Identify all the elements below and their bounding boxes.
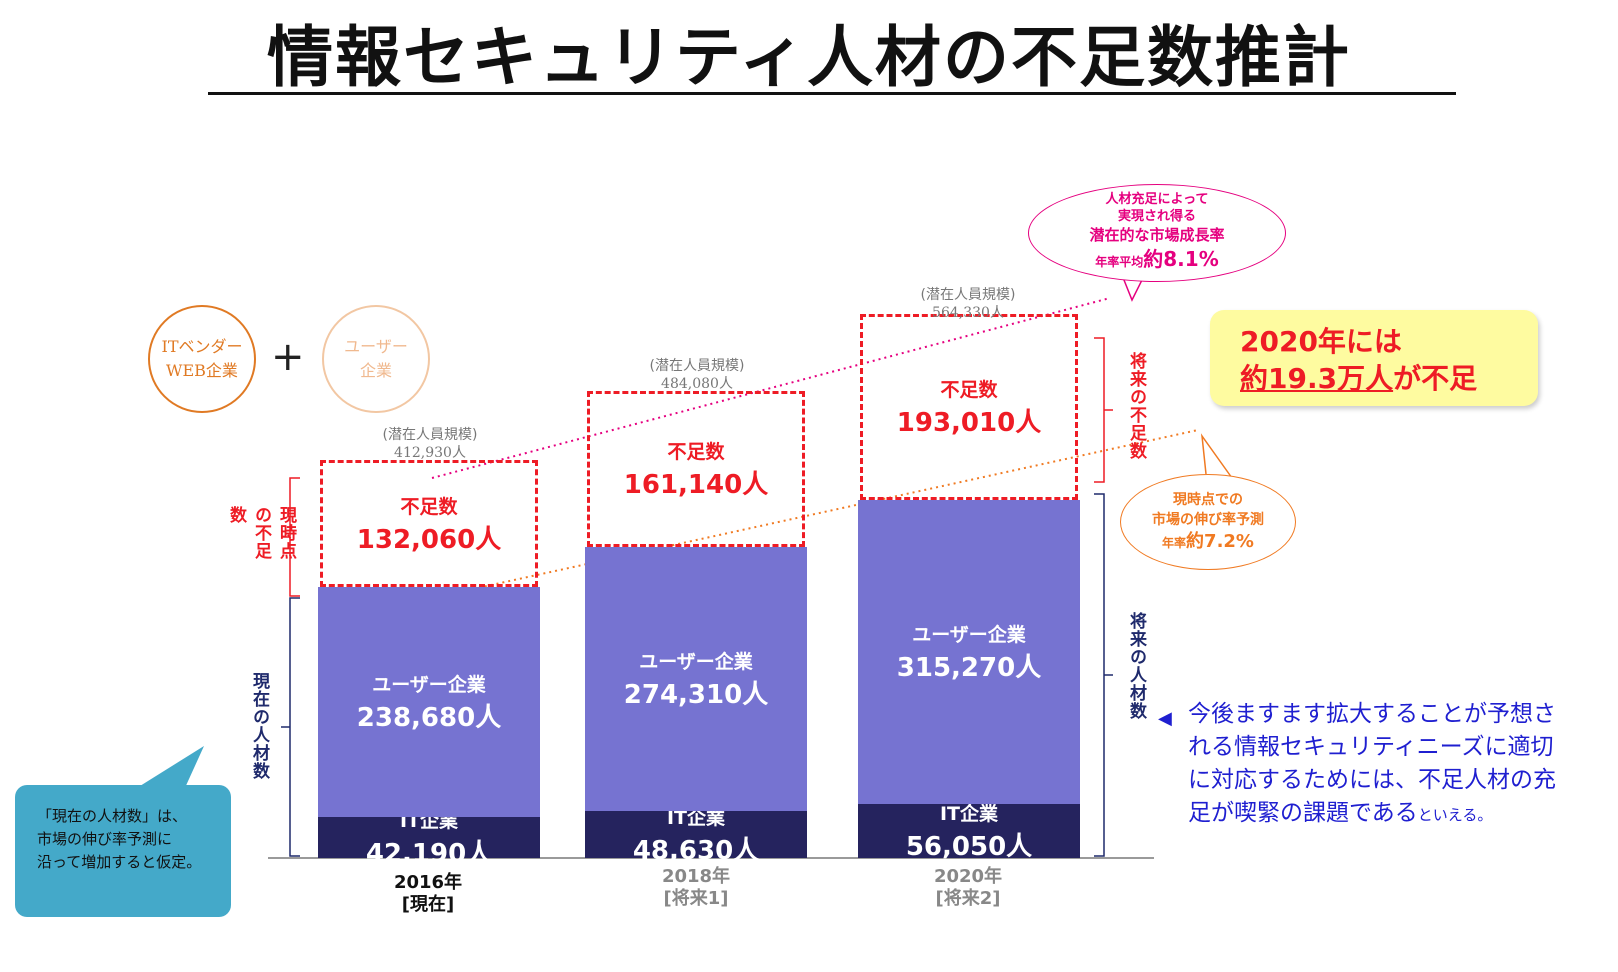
pink-bubble-small: 年率平均 xyxy=(1095,255,1144,269)
future-shortage-label: 将来の不足数 xyxy=(1126,352,1146,460)
bar-shortage-0: 不足数 132,060人 xyxy=(320,459,538,588)
potential-title: (潜在人員規模) xyxy=(920,287,1016,303)
bar-value-label: 238,680人 xyxy=(356,703,502,734)
bar-shortage-1: 不足数 161,140人 xyxy=(587,391,805,547)
potential-value: 564,330人 xyxy=(932,305,1004,321)
orange-bubble-line2: 市場の伸び率予測 xyxy=(1152,511,1264,528)
bar-value-label: 193,010人 xyxy=(896,408,1042,438)
assumption-line1: 「現在の人材数」は、 xyxy=(37,807,188,825)
plus-sign: + xyxy=(271,334,305,380)
callout-line2: 約19.3万人が不足 xyxy=(1240,357,1477,397)
current-talent-label: 現在の人材数 xyxy=(249,672,269,780)
user-company-circle: ユーザー 企業 xyxy=(322,305,430,413)
pink-bubble-line3: 潜在的な市場成長率 xyxy=(1089,226,1225,244)
potential-title: (潜在人員規模) xyxy=(649,358,745,374)
bar-segment-label: IT企業 xyxy=(939,802,999,825)
assumption-line2: 市場の伸び率予測に xyxy=(37,830,173,848)
bar-segment-label: IT企業 xyxy=(666,806,726,829)
conclusion-tail: といえる。 xyxy=(1417,806,1493,824)
bar-segment-label: 不足数 xyxy=(400,495,458,518)
orange-bubble-line1: 現時点での xyxy=(1173,491,1243,508)
teal-bubble-tail xyxy=(140,746,204,790)
potential-label-2020: (潜在人員規模) 564,330人 xyxy=(888,286,1048,322)
bar-value-label: 48,630人 xyxy=(632,835,760,866)
bar-segment-label: ユーザー企業 xyxy=(372,674,486,697)
x-tick-sub: [将来2] xyxy=(935,888,1001,909)
potential-label-2016: (潜在人員規模) 412,930人 xyxy=(350,426,510,462)
current-talent-bracket xyxy=(289,597,300,857)
pink-bubble-line4: 年率平均約8.1% xyxy=(1095,246,1218,275)
bar-segment-label: 不足数 xyxy=(667,441,725,463)
assumption-line3: 沿って増加すると仮定。 xyxy=(37,853,202,871)
potential-value: 412,930人 xyxy=(394,445,466,461)
bar-it-1: IT企業 48,630人 xyxy=(585,807,807,866)
orange-growth-bubble: 現時点での 市場の伸び率予測 年率約7.2% xyxy=(1120,474,1296,570)
pink-bubble-line2: 実現され得る xyxy=(1117,209,1196,224)
bar-value-label: 274,310人 xyxy=(623,679,769,710)
triangle-left-icon: ◀ xyxy=(1158,708,1172,729)
conclusion-note: 今後ますます拡大することが予想される情報セキュリティニーズに適切に対応するために… xyxy=(1188,698,1568,832)
x-tick-year: 2016年 xyxy=(393,872,463,893)
user-company-label-1: ユーザー xyxy=(344,337,408,356)
future-talent-bracket xyxy=(1094,493,1105,857)
bar-user-1: ユーザー企業 274,310人 xyxy=(585,546,807,812)
bar-it-2: IT企業 56,050人 xyxy=(858,803,1080,862)
bar-shortage-2: 不足数 193,010人 xyxy=(860,313,1078,501)
user-company-label-2: 企業 xyxy=(359,361,392,380)
potential-label-2018: (潜在人員規模) 484,080人 xyxy=(617,357,777,393)
pink-bubble-line1: 人材充足によって xyxy=(1105,192,1209,207)
assumption-note: 「現在の人材数」は、 市場の伸び率予測に 沿って増加すると仮定。 xyxy=(15,785,231,917)
future-talent-label: 将来の人材数 xyxy=(1126,612,1146,720)
orange-bubble-tail xyxy=(1200,433,1233,479)
shortage-callout: 2020年には 約19.3万人が不足 xyxy=(1210,310,1538,406)
current-shortage-label: 現時点の不足数 xyxy=(226,506,296,560)
conclusion-main: 今後ますます拡大することが予想される情報セキュリティニーズに適切に対応するために… xyxy=(1188,701,1556,826)
x-tick-year: 2018年 xyxy=(661,866,731,887)
orange-bubble-small: 年率 xyxy=(1162,535,1187,550)
callout-line1: 2020年には xyxy=(1240,325,1402,358)
bar-segment-label: 不足数 xyxy=(940,379,998,401)
x-tick-year: 2020年 xyxy=(933,866,1003,887)
potential-title: (潜在人員規模) xyxy=(382,427,478,443)
bar-segment-label: ユーザー企業 xyxy=(639,650,753,673)
potential-value: 484,080人 xyxy=(661,376,733,392)
bar-user-0: ユーザー企業 238,680人 xyxy=(318,587,540,818)
pink-bubble-big: 約8.1% xyxy=(1143,247,1219,271)
orange-bubble-big: 約7.2% xyxy=(1186,530,1254,552)
x-tick-sub: [将来1] xyxy=(663,888,729,909)
bar-it-0: IT企業 42,190人 xyxy=(318,810,540,869)
bar-value-label: 42,190人 xyxy=(365,838,493,869)
x-tick-2020: 2020年 [将来2] xyxy=(888,866,1048,910)
future-shortage-bracket xyxy=(1094,337,1105,483)
orange-bubble-line3: 年率約7.2% xyxy=(1162,530,1254,555)
x-tick-2016: 2016年 [現在] xyxy=(348,872,508,916)
bar-value-label: 315,270人 xyxy=(896,653,1042,683)
orange-growth-trend-line xyxy=(431,429,1199,599)
it-vendor-circle: ITベンダー WEB企業 xyxy=(148,305,256,413)
bar-segment-label: ユーザー企業 xyxy=(912,624,1026,646)
bar-user-2: ユーザー企業 315,270人 xyxy=(858,500,1080,804)
it-vendor-label-2: WEB企業 xyxy=(166,361,238,380)
page-title: 情報セキュリティ人材の不足数推計 xyxy=(266,19,1352,96)
callout-underlined: 約19.3万人 xyxy=(1240,362,1394,395)
bar-value-label: 132,060人 xyxy=(356,524,502,555)
x-tick-sub: [現在] xyxy=(401,894,455,915)
bar-value-label: 161,140人 xyxy=(623,470,769,500)
title-underline xyxy=(208,92,1456,95)
it-vendor-label-1: ITベンダー xyxy=(161,337,243,356)
callout-rest: が不足 xyxy=(1393,362,1478,395)
x-tick-2018: 2018年 [将来1] xyxy=(616,866,776,910)
bar-value-label: 56,050人 xyxy=(905,831,1033,862)
pink-growth-bubble: 人材充足によって 実現され得る 潜在的な市場成長率 年率平均約8.1% xyxy=(1028,184,1286,282)
